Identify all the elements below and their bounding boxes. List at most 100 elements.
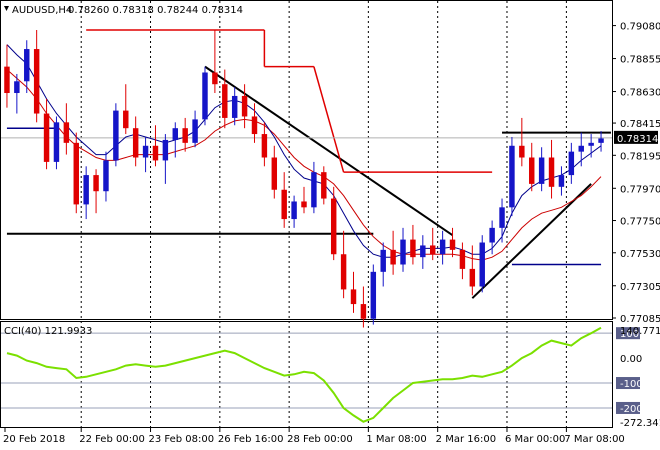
- candle: [271, 145, 278, 199]
- candle-body: [281, 189, 287, 220]
- candle: [291, 195, 297, 228]
- cci-level-badge: [616, 401, 640, 414]
- candle: [519, 117, 525, 167]
- candle-body: [43, 113, 50, 162]
- candle: [489, 220, 495, 255]
- candle-body: [231, 95, 238, 118]
- candle-body: [113, 110, 119, 161]
- candle-body: [340, 254, 347, 290]
- candle: [212, 29, 218, 94]
- cci-title: CCI(40) 121.9933: [4, 326, 92, 337]
- candle: [53, 116, 60, 170]
- time-tick-label: 26 Feb 16:00: [218, 434, 284, 445]
- candle-body: [182, 128, 188, 143]
- candle-body: [479, 242, 485, 287]
- cci-axis: 100 0.00 -100 -200: [616, 327, 643, 415]
- candle-body: [420, 245, 426, 258]
- candle-body: [321, 172, 327, 199]
- candle-body: [63, 122, 70, 143]
- candle: [439, 230, 446, 265]
- candlestick-series: [4, 29, 604, 328]
- symbol-title: AUDUSD,H4: [12, 5, 72, 16]
- time-axis: 20 Feb 2018 22 Feb 00:00 23 Feb 08:00 26 Fe…: [3, 428, 625, 445]
- candle: [281, 172, 287, 228]
- candle: [311, 161, 317, 214]
- cci-min-label: -272.3418: [620, 418, 660, 429]
- cci-level-label: -100: [620, 379, 643, 390]
- candle: [321, 166, 327, 205]
- candle: [429, 227, 436, 261]
- candle-body: [568, 151, 575, 176]
- red-step-connector: [313, 66, 345, 173]
- candle-body: [429, 245, 436, 255]
- candle: [123, 84, 129, 135]
- price-tick-label: 0.77085: [620, 314, 660, 325]
- candle: [24, 40, 30, 94]
- candle: [241, 84, 248, 129]
- time-tick-label: 22 Feb 00:00: [79, 434, 145, 445]
- candle-body: [291, 201, 297, 220]
- resistance-trend-line: [204, 65, 454, 237]
- candle: [548, 139, 555, 199]
- candle-body: [132, 128, 139, 158]
- candle: [113, 103, 119, 167]
- candle: [330, 186, 337, 261]
- candle-body: [499, 207, 505, 228]
- candle: [182, 117, 188, 152]
- candle: [132, 116, 139, 167]
- time-tick-label: 6 Mar 00:00: [505, 434, 565, 445]
- symbol-arrow-icon: [4, 6, 9, 11]
- candle: [43, 98, 50, 170]
- cci-level-badge: [616, 377, 640, 390]
- candle-body: [301, 201, 307, 208]
- candle: [152, 125, 159, 167]
- price-panel-frame: [0, 0, 613, 320]
- candle-body: [449, 239, 456, 250]
- cci-level-lines: [1, 332, 612, 409]
- drawn-trendlines: [1, 29, 612, 299]
- candle: [222, 69, 228, 129]
- candle: [14, 73, 20, 114]
- candle: [449, 227, 456, 258]
- candle-body: [538, 157, 545, 184]
- price-axis: 0.79080 0.78855 0.78630 0.78415 0.78195 0.779…: [612, 22, 660, 325]
- candle-body: [152, 145, 159, 161]
- candle-body: [33, 49, 40, 114]
- candle-body: [4, 66, 10, 94]
- candle-body: [509, 145, 515, 208]
- vertical-gridlines: [80, 1, 567, 427]
- candle: [301, 186, 307, 214]
- candle-body: [93, 175, 99, 192]
- candle-body: [123, 110, 129, 129]
- support-trend-line: [471, 183, 592, 299]
- candle-body: [598, 138, 604, 143]
- candle: [578, 132, 584, 167]
- candle: [162, 134, 169, 184]
- cci-level-badge: [616, 327, 640, 340]
- price-tick-label: 0.78855: [620, 55, 660, 66]
- time-tick-label: 20 Feb 2018: [3, 434, 65, 445]
- time-tick-label: 23 Feb 08:00: [149, 434, 215, 445]
- candle-body: [202, 72, 208, 120]
- current-price-marker: 0.78314: [614, 130, 658, 145]
- candle-body: [271, 157, 278, 190]
- candle: [558, 166, 565, 196]
- candle: [142, 136, 149, 173]
- candle-body: [459, 249, 466, 269]
- candle-body: [519, 145, 525, 158]
- candle: [261, 122, 268, 167]
- candle: [83, 166, 89, 220]
- candle-body: [439, 239, 446, 255]
- candle: [360, 286, 367, 328]
- cci-level-label: -200: [620, 404, 643, 415]
- candle: [103, 151, 109, 202]
- candle: [499, 198, 505, 243]
- cci-max-label: 140.7711: [620, 326, 660, 337]
- candle-body: [350, 289, 357, 305]
- candle-body: [578, 145, 584, 152]
- candle-body: [222, 84, 228, 118]
- candle-body: [212, 72, 218, 85]
- cci-line: [6, 326, 602, 423]
- candle-body: [469, 268, 476, 287]
